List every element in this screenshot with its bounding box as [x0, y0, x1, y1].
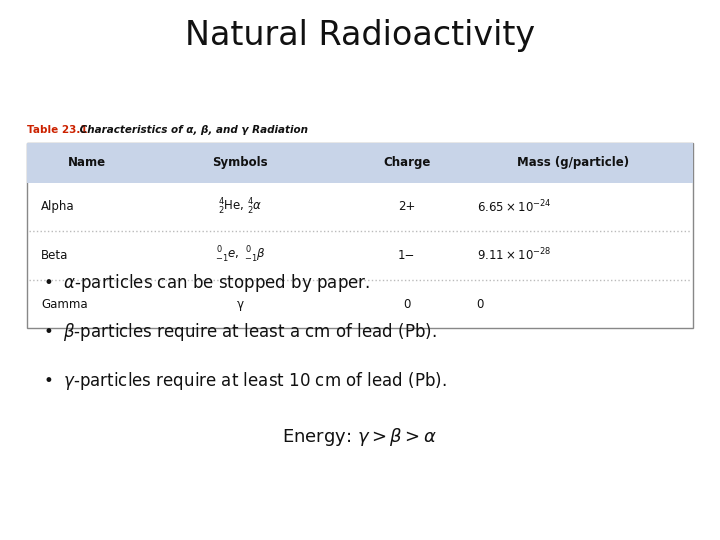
- Text: •  $\beta$-particles require at least a cm of lead (Pb).: • $\beta$-particles require at least a c…: [43, 321, 437, 343]
- Bar: [27, 143, 693, 183]
- Text: 1−: 1−: [398, 249, 415, 262]
- Text: $^{\,0}_{-1}e,\; ^{\,0}_{-1}\beta$: $^{\,0}_{-1}e,\; ^{\,0}_{-1}\beta$: [215, 245, 266, 266]
- Text: 0: 0: [403, 298, 410, 310]
- Text: Charge: Charge: [383, 156, 431, 170]
- Text: •  $\alpha$-particles can be stopped by paper.: • $\alpha$-particles can be stopped by p…: [43, 273, 371, 294]
- Text: $6.65 \times 10^{-24}$: $6.65 \times 10^{-24}$: [477, 199, 552, 215]
- Bar: [27, 143, 693, 328]
- Text: $^4_2$He, $^4_2\alpha$: $^4_2$He, $^4_2\alpha$: [218, 197, 263, 217]
- Text: 0: 0: [477, 298, 484, 310]
- Text: $9.11 \times 10^{-28}$: $9.11 \times 10^{-28}$: [477, 247, 551, 264]
- Text: Energy: $\gamma > \beta > \alpha$: Energy: $\gamma > \beta > \alpha$: [282, 427, 438, 448]
- Text: γ: γ: [237, 298, 244, 310]
- Text: Natural Radioactivity: Natural Radioactivity: [185, 18, 535, 52]
- Text: 2+: 2+: [398, 200, 415, 213]
- Text: Gamma: Gamma: [41, 298, 88, 310]
- Text: Symbols: Symbols: [212, 156, 268, 170]
- Text: •  $\gamma$-particles require at least 10 cm of lead (Pb).: • $\gamma$-particles require at least 10…: [43, 370, 447, 392]
- Text: Name: Name: [68, 156, 107, 170]
- Text: Mass (g/particle): Mass (g/particle): [517, 156, 629, 170]
- Text: Characteristics of α, β, and γ Radiation: Characteristics of α, β, and γ Radiation: [76, 125, 308, 135]
- Text: Table 23.1: Table 23.1: [27, 125, 88, 135]
- Text: Beta: Beta: [41, 249, 68, 262]
- Text: Alpha: Alpha: [41, 200, 75, 213]
